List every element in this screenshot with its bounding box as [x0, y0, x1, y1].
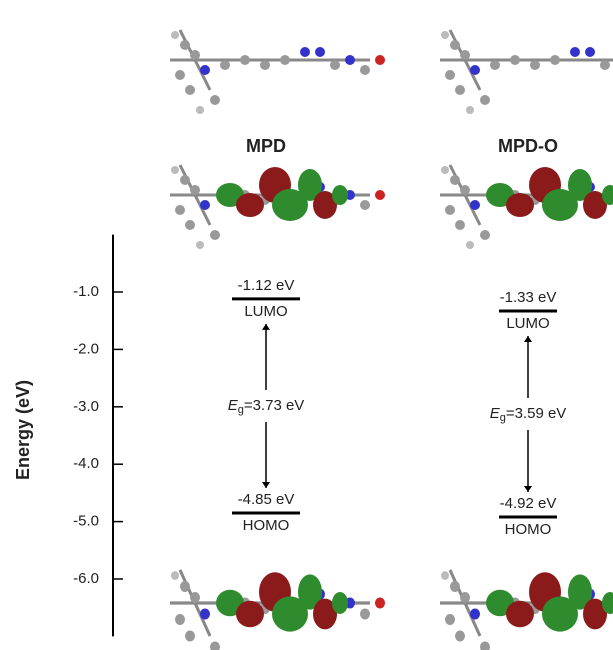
y-tick-label: -3.0: [73, 398, 99, 415]
arrow-head: [524, 336, 532, 342]
arrow-head: [262, 324, 270, 330]
molecule-structures: [170, 30, 613, 650]
y-axis-title: Energy (eV): [13, 380, 33, 480]
gap-value: =3.73 eV: [244, 397, 304, 414]
series-name: MPD-O: [498, 136, 558, 156]
y-tick-label: -5.0: [73, 513, 99, 530]
level-name: HOMO: [243, 517, 290, 534]
arrow-head: [262, 482, 270, 488]
level-value-label: -1.12 eV: [238, 277, 295, 294]
level-value-label: -4.92 eV: [500, 495, 557, 512]
y-tick-label: -4.0: [73, 455, 99, 472]
gap-label: Eg=3.73 eV: [228, 397, 305, 416]
level-value-label: -1.33 eV: [500, 289, 557, 306]
level-name: HOMO: [505, 521, 552, 538]
figure: Energy (eV) -1.0-2.0-3.0-4.0-5.0-6.0MPD-…: [0, 0, 613, 650]
arrow-head: [524, 486, 532, 492]
gap-label: Eg=3.59 eV: [490, 405, 567, 424]
series-name: MPD: [246, 136, 286, 156]
gap-value: =3.59 eV: [506, 405, 566, 422]
y-tick-label: -2.0: [73, 340, 99, 357]
arrow: [524, 430, 532, 492]
arrow: [524, 336, 532, 398]
level-name: LUMO: [506, 315, 549, 332]
y-tick-label: -6.0: [73, 570, 99, 587]
y-tick-label: -1.0: [73, 283, 99, 300]
level-name: LUMO: [244, 303, 287, 320]
arrow: [262, 324, 270, 390]
level-value-label: -4.85 eV: [238, 491, 295, 508]
arrow: [262, 422, 270, 488]
